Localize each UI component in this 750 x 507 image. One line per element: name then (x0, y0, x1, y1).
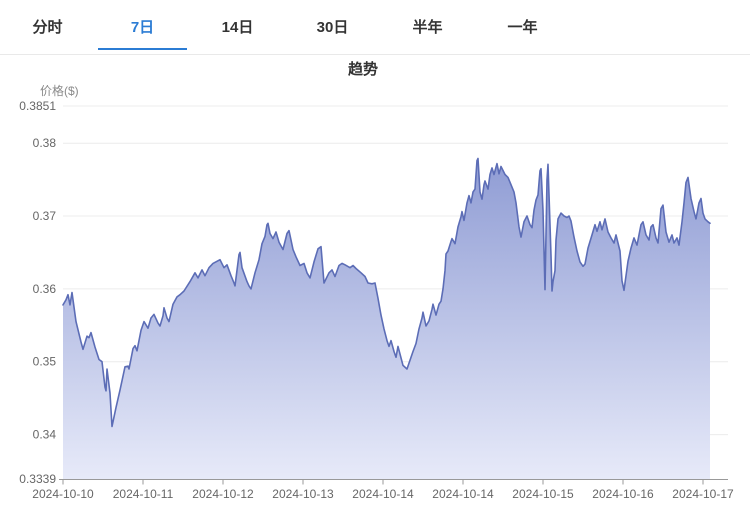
x-tick-label-0: 2024-10-10 (32, 487, 94, 501)
x-tick-label-1: 2024-10-11 (113, 487, 174, 501)
tab-item-3[interactable]: 30日 (316, 19, 349, 36)
y-tick-label-6: 0.3339 (19, 472, 56, 486)
x-tick-label-6: 2024-10-15 (512, 487, 574, 501)
x-tick-label-7: 2024-10-16 (592, 487, 654, 501)
y-tick-label-5: 0.34 (33, 428, 57, 442)
tab-item-4[interactable]: 半年 (412, 19, 443, 36)
y-tick-label-2: 0.37 (33, 209, 57, 223)
price-line (62, 157, 711, 428)
trend-area-chart[interactable]: 2024-10-10 2024-10-11 2024-10-12 2024-10-13… (0, 56, 750, 507)
x-tick-label-5: 2024-10-14 (432, 487, 494, 501)
chart-title: 趋势 (347, 61, 378, 78)
tab-item-2[interactable]: 14日 (221, 19, 254, 36)
x-tick-label-2: 2024-10-12 (192, 487, 254, 501)
tab-item-5[interactable]: 一年 (507, 19, 538, 36)
y-axis-name: 价格($) (40, 84, 79, 98)
x-tick-label-8: 2024-10-17 (672, 487, 734, 501)
price-area-fill (63, 158, 710, 479)
x-tick-label-4: 2024-10-14 (352, 487, 414, 501)
x-tick-label-3: 2024-10-13 (272, 487, 334, 501)
y-tick-label-4: 0.35 (33, 355, 57, 369)
tab-item-0[interactable]: 分时 (32, 19, 63, 36)
period-tab-bar: 分时 7日 14日 30日 半年 一年 (0, 0, 750, 55)
tab-item-1-active[interactable]: 7日 (95, 0, 190, 54)
y-tick-label-0: 0.3851 (19, 99, 56, 113)
y-tick-label-3: 0.36 (33, 282, 57, 296)
y-tick-label-1: 0.38 (33, 136, 57, 150)
